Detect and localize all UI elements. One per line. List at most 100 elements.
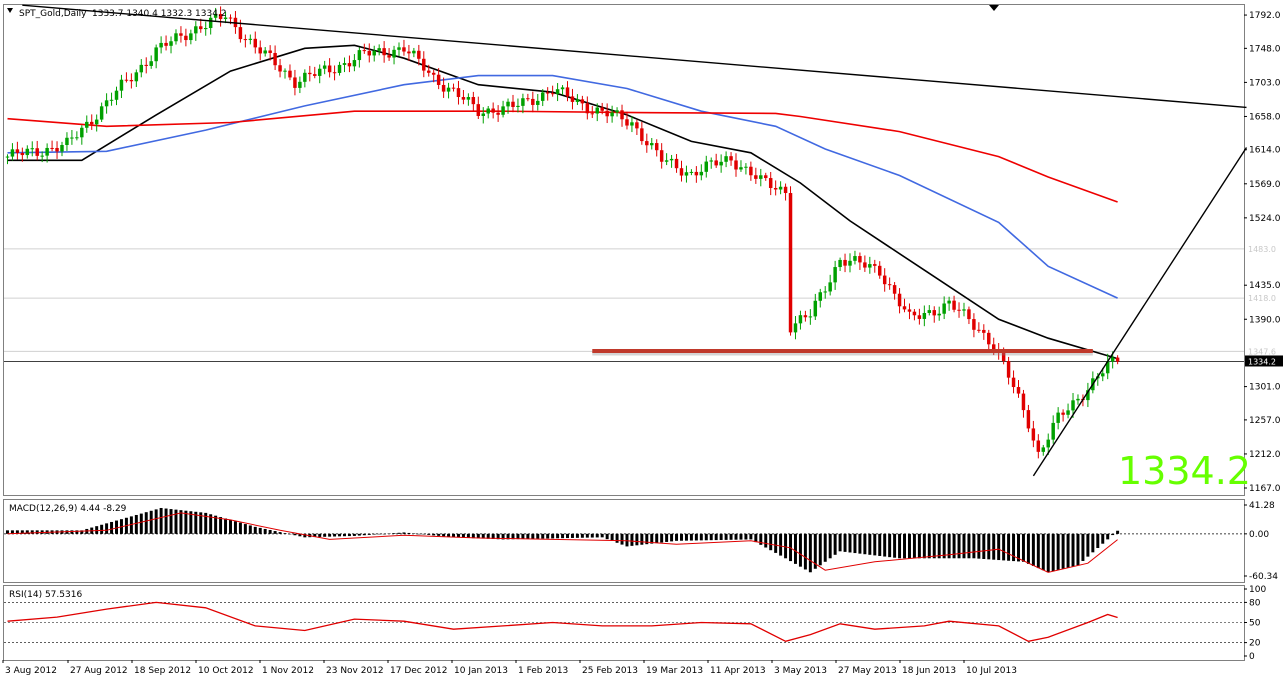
macd-histogram-bar — [189, 511, 193, 534]
candle-body — [580, 99, 585, 104]
candle-body — [1101, 373, 1105, 377]
resistance-line[interactable] — [592, 349, 1093, 356]
macd-histogram-bar — [590, 533, 594, 538]
candle-body — [704, 161, 709, 172]
candle-body — [833, 267, 837, 283]
candle-body — [407, 51, 411, 54]
candle-body — [892, 285, 897, 294]
macd-histogram-bar — [1002, 533, 1006, 561]
macd-histogram-bar — [1061, 533, 1065, 569]
candle-body — [446, 87, 451, 92]
macd-histogram-bar — [744, 533, 748, 540]
macd-histogram-bar — [174, 509, 178, 534]
macd-histogram-bar — [248, 525, 252, 534]
candle-body — [218, 13, 223, 20]
candle-body — [991, 344, 996, 351]
macd-histogram-bar — [1096, 533, 1100, 549]
candle-body — [208, 17, 213, 29]
candle-body — [159, 42, 163, 48]
level-label: 1418.0 — [1248, 294, 1276, 303]
macd-histogram-bar — [1007, 533, 1011, 561]
price-tick-label: 1614.0 — [1249, 146, 1281, 156]
macd-histogram-bar — [233, 521, 237, 534]
macd-histogram-bar — [392, 533, 396, 534]
price-axis: 1792.0 1748.0 1703.0 1658.0 1614.0 1569.0 1524… — [1244, 11, 1283, 662]
candle-body — [1066, 410, 1070, 415]
chevron-down-icon[interactable] — [7, 8, 13, 13]
candle-body — [313, 74, 317, 76]
price-tick-label: 1212.0 — [1249, 450, 1281, 460]
macd-histogram-bar — [387, 533, 391, 534]
macd-histogram-bar — [347, 533, 351, 537]
macd-histogram-bar — [898, 533, 902, 559]
candle-body — [501, 106, 505, 115]
candle-body — [788, 193, 793, 333]
candle-body — [139, 64, 144, 73]
candle-body — [714, 160, 718, 166]
candle-body — [744, 166, 748, 168]
sma-line — [7, 44, 1118, 360]
candle-body — [50, 147, 54, 149]
macd-histogram-bar — [70, 530, 74, 534]
candle-body — [808, 316, 813, 318]
time-tick-label: 10 Jan 2013 — [454, 666, 508, 676]
macd-histogram-bar — [853, 533, 857, 554]
candle-body — [620, 110, 624, 120]
candle-body — [357, 50, 362, 61]
candle-body — [104, 100, 109, 107]
macd-histogram-bar — [1111, 533, 1115, 536]
macd-histogram-bar — [1026, 533, 1030, 564]
macd-histogram-bar — [833, 533, 837, 555]
macd-histogram-bar — [1017, 533, 1020, 562]
macd-histogram-bar — [402, 532, 406, 534]
trend-line[interactable] — [1032, 147, 1248, 477]
price-tick-label: 1792.0 — [1249, 11, 1281, 21]
time-tick-label: 19 Mar 2013 — [646, 666, 703, 676]
candle-body — [322, 65, 327, 69]
candle-body — [372, 50, 376, 56]
macd-histogram-bar — [1036, 533, 1040, 569]
macd-histogram-bar — [219, 517, 223, 534]
trend-lines[interactable] — [22, 4, 1248, 477]
candle-body — [947, 300, 951, 304]
candle-body — [843, 259, 847, 266]
candle-body — [590, 113, 595, 115]
candle-body — [1051, 422, 1055, 440]
macd-histogram-bar — [466, 533, 470, 538]
candle-body — [461, 97, 466, 100]
price-tick-label: 1390.0 — [1249, 315, 1281, 325]
candle-body — [283, 70, 287, 72]
macd-histogram-bar — [873, 533, 877, 556]
macd-histogram-bar — [675, 533, 679, 541]
candle-body — [803, 315, 808, 318]
candle-body — [422, 58, 426, 71]
trend-line[interactable] — [22, 4, 1247, 109]
macd-histogram-bar — [224, 518, 228, 534]
macd-histogram-bar — [442, 533, 446, 537]
sma-line — [7, 110, 1118, 203]
candle-body — [70, 137, 74, 139]
candle-body — [560, 87, 565, 90]
price-tick-label: 1748.0 — [1249, 44, 1281, 54]
macd-histogram-bar — [927, 533, 931, 559]
candle-body — [268, 50, 272, 53]
rsi-line — [7, 601, 1118, 642]
macd-histogram-bar — [1021, 533, 1025, 562]
candle-body — [536, 100, 540, 105]
macd-histogram-bar — [947, 533, 951, 559]
macd-histogram-bar — [828, 533, 832, 559]
candle-body — [615, 110, 619, 113]
candle-body — [387, 55, 391, 58]
current-price-box — [1245, 355, 1283, 367]
candle-body — [724, 156, 728, 162]
rsi-tick-label: 50 — [1249, 619, 1261, 629]
candle-body — [828, 282, 832, 292]
macd-histogram-bar — [372, 533, 376, 535]
macd-histogram-bar — [452, 533, 456, 538]
candle-body — [977, 329, 981, 331]
candle-body — [694, 171, 699, 176]
chart-shift-marker-icon[interactable] — [989, 5, 999, 11]
candle-body — [263, 50, 267, 54]
